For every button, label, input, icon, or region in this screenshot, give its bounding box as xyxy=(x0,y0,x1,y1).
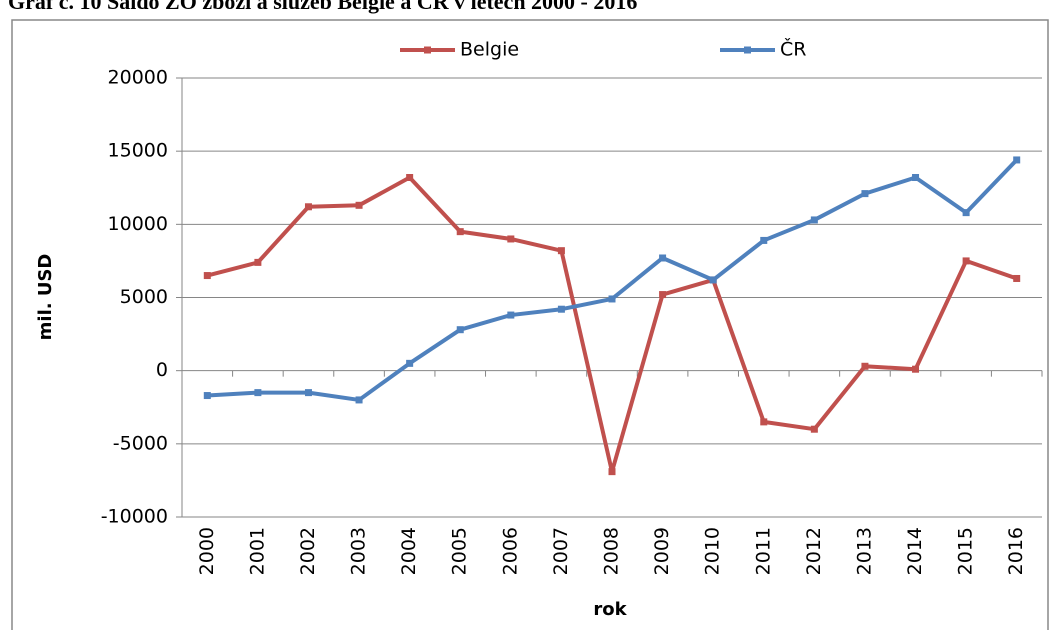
x-tick-label: 2006 xyxy=(499,527,521,575)
legend-label: Belgie xyxy=(460,39,519,61)
x-tick-label: 2007 xyxy=(550,527,572,575)
legend-label: ČR xyxy=(780,37,806,61)
x-tick-label: 2000 xyxy=(196,527,218,575)
x-tick-label: 2010 xyxy=(702,527,724,575)
y-tick-label: 0 xyxy=(156,359,168,381)
x-axis-title: rok xyxy=(593,599,627,620)
point xyxy=(406,174,414,182)
x-tick-label: 2004 xyxy=(398,527,420,575)
point xyxy=(406,359,414,367)
point xyxy=(355,396,363,404)
point xyxy=(1013,156,1021,164)
x-tick-label: 2002 xyxy=(297,527,319,575)
x-tick-label: 2008 xyxy=(601,527,623,575)
point xyxy=(203,392,211,400)
point xyxy=(861,190,869,198)
point xyxy=(608,295,616,303)
x-tick-label: 2003 xyxy=(348,527,370,575)
x-tick-label: 2009 xyxy=(651,527,673,575)
x-tick-label: 2014 xyxy=(904,527,926,575)
x-tick-label: 2011 xyxy=(752,527,774,575)
x-tick-label: 2013 xyxy=(853,527,875,575)
point xyxy=(254,258,262,266)
chart-frame xyxy=(11,19,1049,630)
point xyxy=(608,468,616,476)
point xyxy=(861,362,869,370)
point xyxy=(912,365,920,373)
point xyxy=(760,236,768,244)
point xyxy=(760,418,768,426)
point xyxy=(456,228,464,236)
legend-marker xyxy=(424,46,431,54)
y-tick-label: 15000 xyxy=(108,140,168,162)
point xyxy=(355,201,363,209)
point xyxy=(557,305,565,313)
y-tick-label: -5000 xyxy=(113,432,168,454)
y-tick-label: 10000 xyxy=(108,213,168,235)
point xyxy=(912,174,920,182)
point xyxy=(1013,274,1021,282)
chart-title: Graf č. 10 Saldo ZO zboží a služeb Belgi… xyxy=(8,0,637,14)
point xyxy=(456,326,464,334)
point xyxy=(709,276,717,284)
point xyxy=(659,254,667,262)
point xyxy=(203,272,211,280)
point xyxy=(507,311,515,319)
point xyxy=(659,291,667,299)
y-axis-title: mil. USD xyxy=(35,254,56,341)
x-tick-label: 2005 xyxy=(449,527,471,575)
point xyxy=(557,247,565,255)
point xyxy=(507,235,515,243)
y-tick-label: 20000 xyxy=(108,67,168,89)
x-tick-label: 2012 xyxy=(803,527,825,575)
x-tick-label: 2016 xyxy=(1005,527,1027,575)
point xyxy=(254,389,262,397)
y-tick-label: -10000 xyxy=(101,506,168,528)
x-tick-label: 2001 xyxy=(246,527,268,575)
point xyxy=(810,425,818,433)
point xyxy=(810,216,818,224)
y-tick-label: 5000 xyxy=(120,286,168,308)
point xyxy=(962,257,970,265)
point xyxy=(962,209,970,217)
x-tick-label: 2015 xyxy=(955,527,977,575)
legend-marker xyxy=(744,46,751,54)
point xyxy=(304,389,312,397)
point xyxy=(304,203,312,211)
